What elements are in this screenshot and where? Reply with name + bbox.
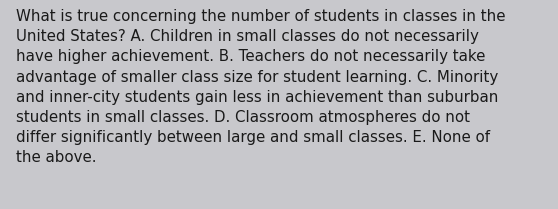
Text: What is true concerning the number of students in classes in the
United States? : What is true concerning the number of st… — [16, 9, 505, 165]
